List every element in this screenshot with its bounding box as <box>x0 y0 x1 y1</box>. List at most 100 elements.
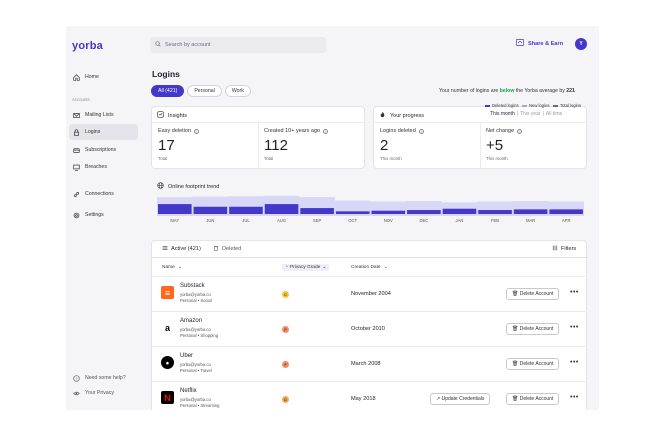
legend-label: Deleted logins <box>492 103 519 108</box>
sidebar-item-label: Breaches <box>85 164 107 170</box>
help-label: Need some help? <box>85 375 126 381</box>
tab-personal[interactable]: Personal <box>187 85 222 97</box>
filter-tabs: All (421) Personal Work <box>151 85 251 97</box>
insights-title: Insights <box>168 112 187 119</box>
delete-account-button[interactable]: 🗑 Delete Account <box>506 288 560 300</box>
avatar[interactable]: Y <box>575 38 587 50</box>
sidebar-item-connections[interactable]: Connections <box>69 186 138 202</box>
month-label: JUL <box>242 218 250 223</box>
trash-icon: 🗑 <box>512 291 519 297</box>
table-row[interactable]: • Uber yorba@yorba.co Personal • Travel F Mar… <box>152 346 587 381</box>
delete-account-button[interactable]: 🗑 Delete Account <box>506 323 560 335</box>
tab-active[interactable]: Active (421) <box>162 245 201 253</box>
sidebar-item-mailing-lists[interactable]: Mailing Lists <box>69 107 138 123</box>
insights-header: Insights <box>157 111 187 120</box>
column-privacy-grade[interactable]: ◔ Privacy Grade ⌄ <box>282 264 330 271</box>
table-row[interactable]: a Amazon yorba@yorba.co Personal • Shopping… <box>152 311 587 346</box>
legend-total: Total logins <box>553 103 581 108</box>
more-options-icon[interactable]: ••• <box>570 324 579 331</box>
chevron-down-icon: ⌄ <box>322 265 327 270</box>
comparison-mid: the Yorba average by <box>514 88 567 94</box>
month-label: SEP <box>312 218 322 223</box>
info-icon[interactable]: i <box>323 128 329 134</box>
info-icon[interactable]: i <box>517 128 523 134</box>
legend-label: Total logins <box>560 103 581 108</box>
month-label: JAN <box>455 218 464 223</box>
tab-work[interactable]: Work <box>224 85 251 97</box>
filters-button[interactable]: Filters <box>552 245 576 253</box>
help-link[interactable]: ? Need some help? <box>69 370 138 386</box>
account-email: yorba@yorba.co <box>180 292 211 297</box>
share-earn-button[interactable]: Share & Earn <box>516 39 563 48</box>
brand-logo-icon: • <box>161 356 174 369</box>
sidebar-item-label: Subscriptions <box>85 147 117 153</box>
legend-deleted: Deleted logins <box>485 103 519 108</box>
divider <box>374 122 588 123</box>
delete-account-button[interactable]: 🗑 Delete Account <box>506 393 560 405</box>
more-options-icon[interactable]: ••• <box>570 289 579 296</box>
progress-card: Your progress This month | This year | A… <box>373 106 588 170</box>
tab-all[interactable]: All (421) <box>151 85 185 97</box>
tab-deleted[interactable]: Deleted <box>213 245 241 253</box>
deleted-label: Logins deleted i <box>380 128 424 134</box>
column-name[interactable]: Name ⌄ <box>162 265 182 270</box>
period-this-year[interactable]: This year <box>520 111 541 117</box>
deleted-text: Logins deleted <box>380 128 416 134</box>
more-options-icon[interactable]: ••• <box>570 359 579 366</box>
comparison-count: 221 <box>566 88 575 94</box>
sidebar-item-logins[interactable]: Logins <box>69 124 138 140</box>
privacy-link[interactable]: Your Privacy <box>69 385 138 401</box>
sidebar-item-settings[interactable]: Settings <box>69 207 138 223</box>
month-label: AUG <box>276 218 287 223</box>
trash-icon: 🗑 <box>512 361 519 367</box>
update-credentials-button[interactable]: ↗ Update Credentials <box>430 393 491 405</box>
filter-icon <box>552 245 561 253</box>
sidebar-item-home[interactable]: Home <box>69 69 138 85</box>
info-icon[interactable]: i <box>194 128 200 134</box>
info-icon[interactable]: i <box>418 128 424 134</box>
delete-account-button[interactable]: 🗑 Delete Account <box>506 358 560 370</box>
account-tags: Personal • Streaming <box>180 403 220 408</box>
sidebar-item-subscriptions[interactable]: Subscriptions <box>69 142 138 158</box>
account-name: Netflix <box>180 388 197 394</box>
net-change-text: Net change <box>486 128 515 134</box>
sidebar-item-label: Home <box>85 74 99 80</box>
chevron-down-icon: ⌄ <box>177 265 182 270</box>
privacy-grade-badge: F <box>282 361 289 368</box>
account-email: yorba@yorba.co <box>180 362 211 367</box>
privacy-label: Your Privacy <box>85 390 114 396</box>
net-change-label: Net change i <box>486 128 523 134</box>
month-label: JUN <box>206 218 215 223</box>
easy-deletion-sub: Total <box>158 156 168 161</box>
table-row[interactable]: ≡ Substack yorba@yorba.co Personal • Social… <box>152 276 587 311</box>
created-sub: Total <box>264 156 274 161</box>
divider <box>152 122 366 123</box>
trash-icon: 🗑 <box>512 396 519 402</box>
column-creation-date[interactable]: Creation Date ⌄ <box>351 265 388 270</box>
period-all-time[interactable]: All time <box>545 111 563 117</box>
app-logo[interactable]: yorba <box>72 40 103 52</box>
more-options-icon[interactable]: ••• <box>570 394 579 401</box>
shield-icon: ◔ <box>285 265 288 270</box>
created-text: Created 10+ years ago <box>264 128 321 134</box>
search-input[interactable]: Search by account <box>150 37 326 53</box>
period-this-month[interactable]: This month <box>490 111 515 117</box>
creation-date: November 2004 <box>351 291 391 297</box>
insights-card: Insights Easy deletion i 17 Total Created… <box>151 106 366 170</box>
account-tags: Personal • Social <box>180 298 212 303</box>
account-email: yorba@yorba.co <box>180 397 211 402</box>
eye-icon <box>73 390 80 397</box>
legend-new: New logins <box>522 103 549 108</box>
net-change-sub: This month <box>486 156 508 161</box>
brand-logo-icon: N <box>161 391 174 404</box>
month-label: MAY <box>170 218 180 223</box>
privacy-grade-badge: D <box>282 396 289 403</box>
search-icon <box>155 41 165 49</box>
total-logins-area <box>157 195 584 216</box>
trend-title: Online footprint trend <box>168 183 220 190</box>
legend-label: New logins <box>529 103 550 108</box>
period-separator: | <box>542 111 544 117</box>
table-row[interactable]: N Netflix yorba@yorba.co Personal • Streami… <box>152 381 587 410</box>
sidebar-item-breaches[interactable]: Breaches <box>69 159 138 175</box>
account-name: Substack <box>180 283 205 289</box>
